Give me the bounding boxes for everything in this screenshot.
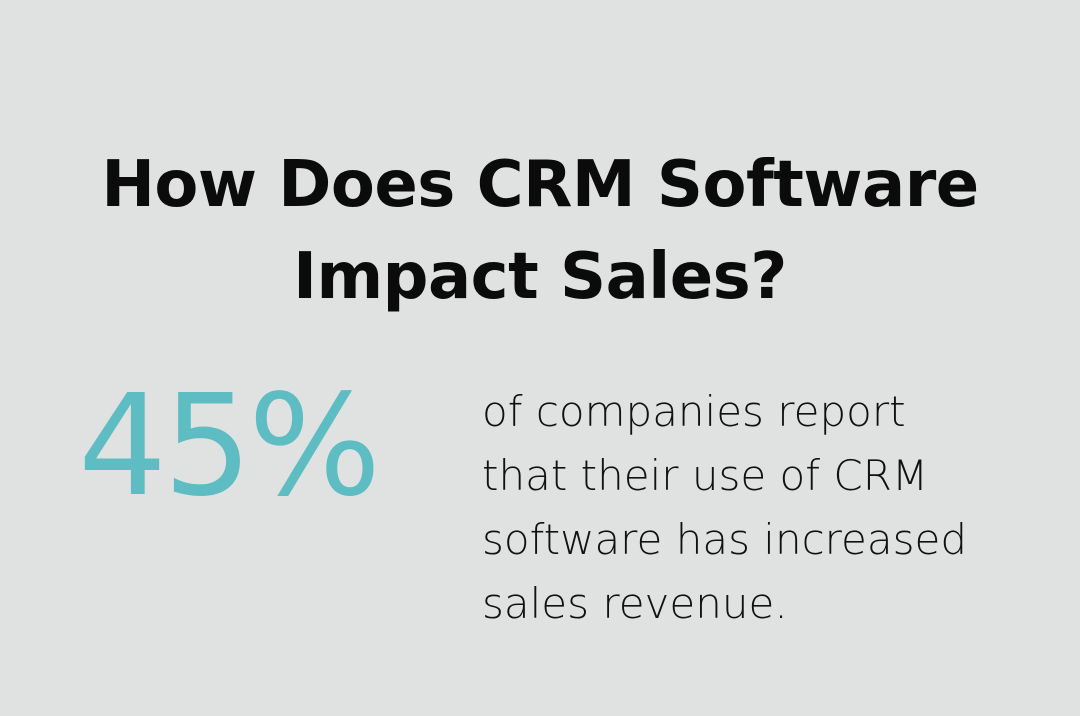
description-line-2: that their use of CRM <box>482 451 929 500</box>
title-line-2: Impact Sales? <box>293 239 787 314</box>
description-line-1: of companies report <box>482 387 906 436</box>
description-line-4: sales revenue. <box>482 579 788 628</box>
stat-percentage: 45% <box>78 365 381 528</box>
title-line-1: How Does CRM Software <box>101 147 979 222</box>
stat-description: of companies report that their use of CR… <box>482 380 1012 636</box>
description-line-3: software has increased <box>482 515 967 564</box>
page-title: How Does CRM Software Impact Sales? <box>0 139 1080 323</box>
